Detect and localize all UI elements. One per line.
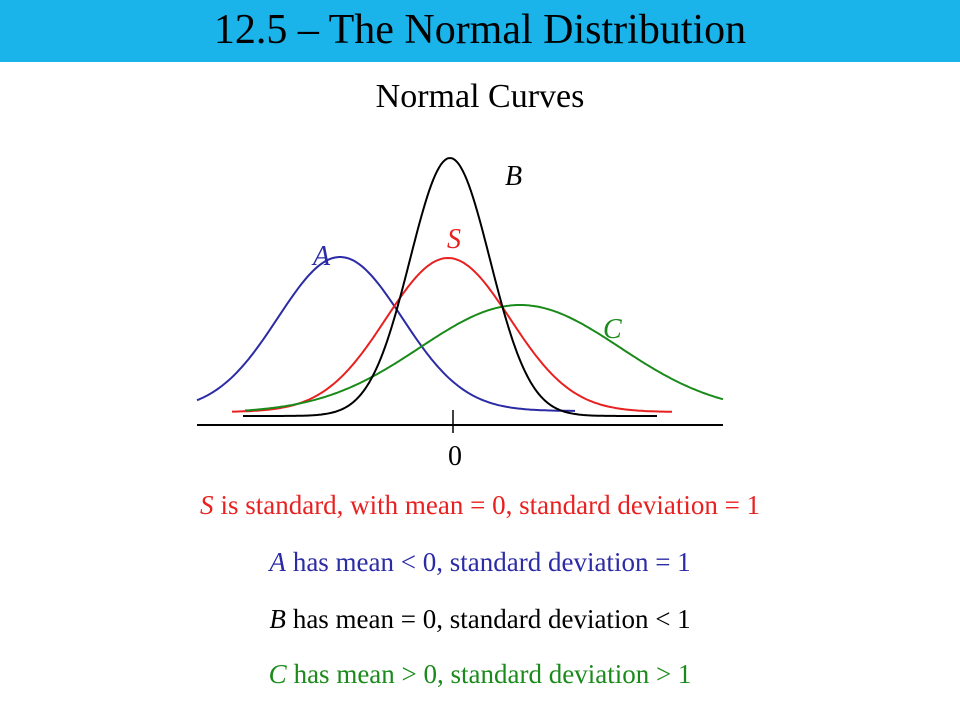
subtitle: Normal Curves <box>375 78 585 115</box>
curve-label: C <box>603 314 622 345</box>
curve <box>232 256 673 413</box>
letter: C <box>268 659 287 689</box>
text: has mean > 0, standard deviation > 1 <box>293 659 692 689</box>
curve <box>244 304 724 412</box>
letter: A <box>269 547 286 577</box>
letter: B <box>269 604 286 634</box>
curve-label: S <box>447 224 461 255</box>
curve-label: B <box>505 161 522 192</box>
axis-label: 0 <box>448 441 462 472</box>
letter: S <box>199 490 214 520</box>
curve <box>196 256 575 412</box>
curve <box>243 157 657 417</box>
title: 12.5 – The Normal Distribution <box>213 7 747 53</box>
text: has mean < 0, standard deviation = 1 <box>292 547 691 577</box>
title-bar <box>0 0 960 62</box>
text: is standard, with mean = 0, standard dev… <box>220 490 761 520</box>
curve-label: A <box>311 241 331 272</box>
curves <box>196 157 724 417</box>
text: has mean = 0, standard deviation < 1 <box>292 604 691 634</box>
